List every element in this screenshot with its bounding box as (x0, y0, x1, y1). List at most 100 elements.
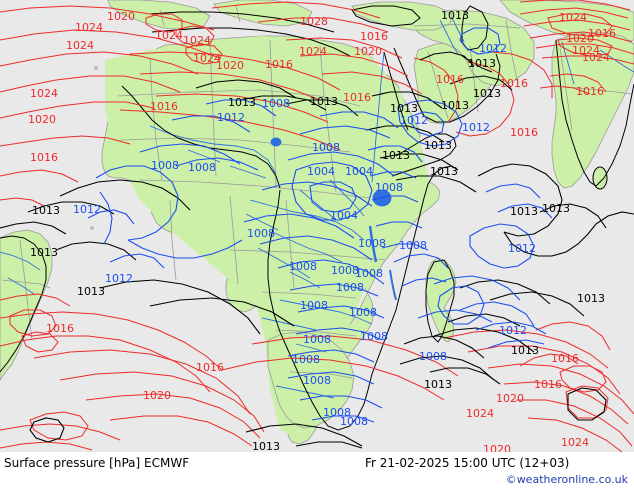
isobar-label-1028: 1028 (300, 15, 328, 28)
isobar-label-1024: 1024 (193, 52, 221, 65)
isobar-label-1016: 1016 (576, 85, 604, 98)
isobar-label-1008: 1008 (312, 141, 340, 154)
isobar-label-1016: 1016 (534, 378, 562, 391)
map-footer: Surface pressure [hPa] ECMWF Fr 21-02-20… (0, 452, 634, 490)
isobar-label-1020: 1020 (483, 443, 511, 452)
isobar-label-1008: 1008 (375, 181, 403, 194)
isobar-label-1013: 1013 (441, 9, 469, 22)
isobar-label-1008: 1008 (289, 260, 317, 273)
copyright-credit: ©weatheronline.co.uk (505, 473, 628, 486)
isobar-label-1024: 1024 (466, 407, 494, 420)
isobar-label-1016: 1016 (360, 30, 388, 43)
isobar-label-1008: 1008 (303, 374, 331, 387)
isobar-label-1024: 1024 (30, 87, 58, 100)
isobar-label-1020: 1020 (28, 113, 56, 126)
isobar-label-1013: 1013 (228, 96, 256, 109)
isobar-label-1008: 1008 (300, 299, 328, 312)
isobar-label-1008: 1008 (323, 406, 351, 419)
isobar-label-1012: 1012 (217, 111, 245, 124)
isobar-label-1016: 1016 (265, 58, 293, 71)
valid-datetime: Fr 21-02-2025 15:00 UTC (12+03) (365, 456, 570, 470)
coastline-layer (0, 5, 634, 431)
isobar-label-1013: 1013 (542, 202, 570, 215)
isobar-label-1012: 1012 (400, 114, 428, 127)
isobar-label-1013: 1013 (441, 99, 469, 112)
india-subcontinent (551, 31, 634, 189)
isobar-label-1013: 1013 (32, 204, 60, 217)
isobar-label-1020: 1020 (566, 32, 594, 45)
isobar-label-1012: 1012 (499, 324, 527, 337)
isobar-label-1008: 1008 (340, 415, 368, 428)
isobar-label-1013: 1013 (577, 292, 605, 305)
isobar-label-1024: 1024 (183, 34, 211, 47)
isobar-label-1020: 1020 (354, 45, 382, 58)
isobar-label-1024: 1024 (155, 29, 183, 42)
turkey-caucasus (351, 1, 453, 31)
isobar-label-1008: 1008 (331, 264, 359, 277)
isobar-label-1013: 1013 (510, 205, 538, 218)
isobar-label-1012: 1012 (479, 42, 507, 55)
isobar-label-1016: 1016 (436, 73, 464, 86)
isobar-label-1013: 1013 (424, 139, 452, 152)
isobar-label-1016: 1016 (588, 27, 616, 40)
isobar-label-1008: 1008 (188, 161, 216, 174)
africa-interior (105, 36, 430, 440)
isobar-label-1020: 1020 (496, 392, 524, 405)
isobar-label-1012: 1012 (105, 272, 133, 285)
isobar-label-1020: 1020 (143, 389, 171, 402)
isobar-label-1012: 1012 (462, 121, 490, 134)
isobar-label-1016: 1016 (551, 352, 579, 365)
isobar-label-1016: 1016 (196, 361, 224, 374)
isobar-label-1016: 1016 (46, 322, 74, 335)
isobar-label-1013: 1013 (77, 285, 105, 298)
isobar-label-1013: 1013 (473, 87, 501, 100)
isobar-high-layer (0, 0, 634, 452)
isobar-label-1013: 1013 (310, 95, 338, 108)
isobar-label-1008: 1008 (355, 267, 383, 280)
isobar-label-1004: 1004 (345, 165, 373, 178)
isobar-label-1020: 1020 (216, 59, 244, 72)
isobar-label-1008: 1008 (349, 306, 377, 319)
isobar-label-1013: 1013 (382, 149, 410, 162)
isobar-label-1016: 1016 (150, 100, 178, 113)
map-canvas (0, 0, 634, 452)
isobar-label-1008: 1008 (360, 330, 388, 343)
isobar-label-1013: 1013 (468, 57, 496, 70)
isobar-label-1024: 1024 (561, 436, 589, 449)
isobar-label-1008: 1008 (419, 350, 447, 363)
isobar-label-1016: 1016 (30, 151, 58, 164)
isobar-label-1008: 1008 (151, 159, 179, 172)
isobar-label-1004: 1004 (307, 165, 335, 178)
isobar-label-1013: 1013 (30, 246, 58, 259)
isobar-label-1013: 1013 (390, 102, 418, 115)
map-title: Surface pressure [hPa] ECMWF (4, 456, 190, 470)
isobar-label-1008: 1008 (358, 237, 386, 250)
island-dot-1 (94, 66, 98, 70)
isobar-label-1016: 1016 (500, 77, 528, 90)
isobar-label-1013: 1013 (511, 344, 539, 357)
isobar-label-1008: 1008 (292, 353, 320, 366)
isobar-label-1008: 1008 (247, 227, 275, 240)
isobar-label-1013: 1013 (424, 378, 452, 391)
isobar-label-1024: 1024 (572, 44, 600, 57)
isobar-label-1008: 1008 (262, 97, 290, 110)
island-dot-2 (90, 226, 94, 230)
isobar-label-1012: 1012 (73, 203, 101, 216)
isobar-label-1016: 1016 (510, 126, 538, 139)
southern-europe (213, 0, 313, 27)
isobar-label-1020: 1020 (107, 10, 135, 23)
isobar-label-1016: 1016 (343, 91, 371, 104)
isobar-label-1013: 1013 (430, 165, 458, 178)
isobar-label-1024: 1024 (299, 45, 327, 58)
isobar-low-layer (87, 27, 553, 423)
isobar-label-1013: 1013 (252, 440, 280, 452)
isobar-label-1008: 1008 (399, 239, 427, 252)
iberia-europe (107, 0, 211, 31)
isobar-label-1008: 1008 (336, 281, 364, 294)
isobar-label-1024: 1024 (582, 51, 610, 64)
isobar-label-1008: 1008 (303, 333, 331, 346)
pressure-map[interactable]: 1024 1020 1016 1024 1024 1020 1024 1024 1024 1016… (0, 0, 634, 452)
isobar-label-1004: 1004 (330, 209, 358, 222)
isobar-1013-layer (0, 51, 634, 449)
